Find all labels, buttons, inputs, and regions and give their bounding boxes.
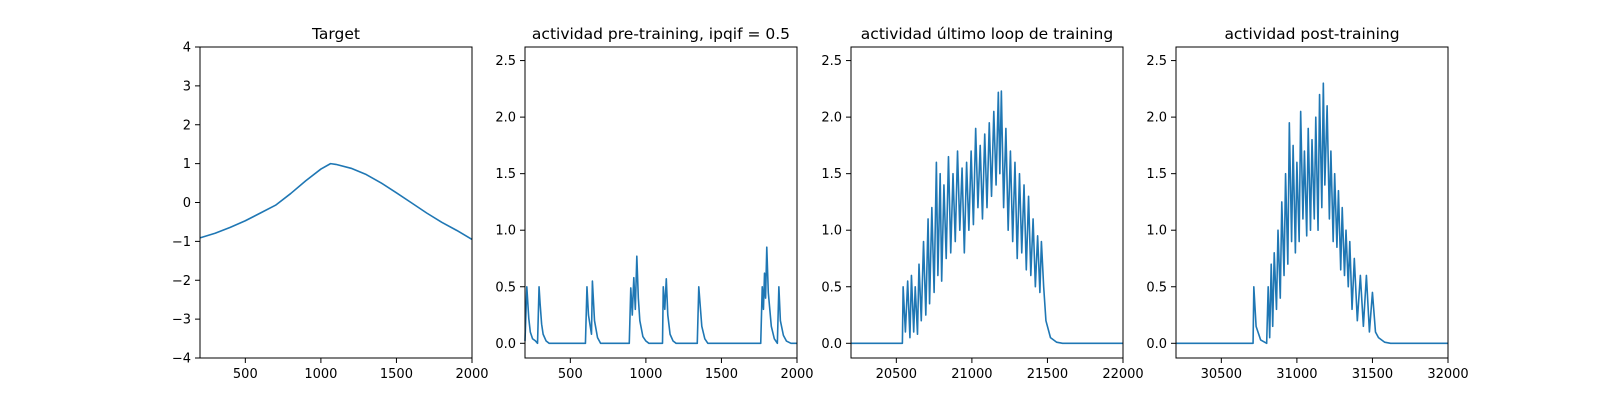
y-tick-label: 2.5 bbox=[1146, 54, 1167, 69]
y-tick-label: 1.5 bbox=[1146, 167, 1167, 182]
panel-title: actividad último loop de training bbox=[861, 25, 1113, 43]
x-tick-label: 31000 bbox=[1276, 367, 1317, 382]
y-tick-label: 2.0 bbox=[495, 111, 516, 126]
series-line-1 bbox=[524, 246, 797, 345]
x-tick-label: 1500 bbox=[380, 367, 413, 382]
x-tick-label: 22000 bbox=[1102, 367, 1143, 382]
y-tick-label: 1.0 bbox=[495, 224, 516, 239]
series-line-1 bbox=[199, 162, 473, 241]
y-tick-label: 0 bbox=[183, 196, 191, 211]
x-tick-label: 30500 bbox=[1201, 367, 1242, 382]
y-tick-label: 0.0 bbox=[821, 337, 842, 352]
y-tick-label: 0.5 bbox=[495, 280, 516, 295]
chart-panel-1: Target 500 1000 1500 2000 −4 −3 −2 −1 0 1 2 3 4 bbox=[172, 25, 489, 382]
x-tick-label: 500 bbox=[558, 367, 583, 382]
y-tick-label: −4 bbox=[172, 352, 191, 367]
y-tick-label: 1.0 bbox=[1146, 224, 1167, 239]
y-tick-label: 4 bbox=[183, 41, 191, 56]
x-tick-label: 31500 bbox=[1352, 367, 1393, 382]
y-tick-label: 2 bbox=[183, 118, 191, 133]
plot-area-frame bbox=[850, 46, 1124, 359]
y-tick-label: −2 bbox=[172, 274, 191, 289]
series-line-1 bbox=[851, 90, 1123, 345]
y-tick-label: 0.5 bbox=[1146, 280, 1167, 295]
y-tick-label: 2.5 bbox=[495, 54, 516, 69]
chart-panel-3: actividad último loop de training 20500 21… bbox=[821, 25, 1143, 382]
x-tick-label: 2000 bbox=[455, 367, 488, 382]
x-tick-label: 21000 bbox=[951, 367, 992, 382]
y-tick-label: 1.5 bbox=[821, 167, 842, 182]
panel-title: actividad pre-training, ipqif = 0.5 bbox=[532, 25, 790, 43]
y-tick-label: 1 bbox=[183, 157, 191, 172]
plot-area-frame bbox=[1175, 46, 1449, 359]
plot-area-frame bbox=[524, 46, 798, 359]
chart-panel-4: actividad post-training 30500 31000 31500 32… bbox=[1146, 25, 1468, 382]
chart-panel-2: actividad pre-training, ipqif = 0.5 500 10… bbox=[495, 25, 813, 382]
panel-title: actividad post-training bbox=[1224, 25, 1399, 43]
y-tick-label: 3 bbox=[183, 79, 191, 94]
panel-title: Target bbox=[311, 25, 360, 43]
x-tick-label: 1000 bbox=[304, 367, 337, 382]
y-tick-label: −1 bbox=[172, 235, 191, 250]
x-tick-label: 32000 bbox=[1427, 367, 1468, 382]
x-tick-label: 1000 bbox=[629, 367, 662, 382]
x-tick-label: 1500 bbox=[705, 367, 738, 382]
y-tick-label: −3 bbox=[172, 313, 191, 328]
x-tick-label: 2000 bbox=[780, 367, 813, 382]
y-tick-label: 2.0 bbox=[1146, 111, 1167, 126]
y-tick-label: 1.5 bbox=[495, 167, 516, 182]
y-tick-label: 2.0 bbox=[821, 111, 842, 126]
y-tick-label: 0.5 bbox=[821, 280, 842, 295]
y-tick-label: 0.0 bbox=[495, 337, 516, 352]
y-tick-label: 1.0 bbox=[821, 224, 842, 239]
y-tick-label: 0.0 bbox=[1146, 337, 1167, 352]
y-tick-label: 2.5 bbox=[821, 54, 842, 69]
x-tick-label: 20500 bbox=[876, 367, 917, 382]
x-tick-label: 500 bbox=[233, 367, 258, 382]
x-tick-label: 21500 bbox=[1027, 367, 1068, 382]
series-line-1 bbox=[1176, 82, 1448, 345]
plot-area-frame bbox=[199, 46, 473, 359]
